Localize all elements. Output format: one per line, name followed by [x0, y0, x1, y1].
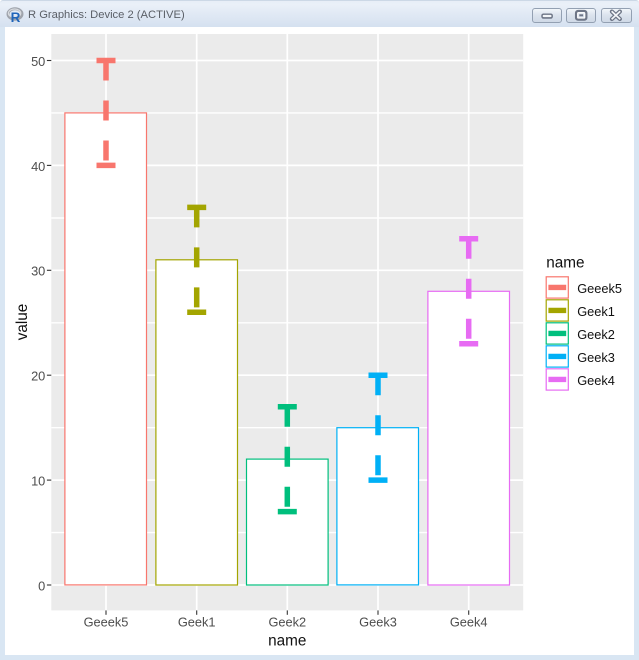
svg-text:name: name [268, 633, 306, 650]
svg-text:Geek2: Geek2 [577, 327, 615, 342]
svg-text:30: 30 [31, 264, 45, 279]
svg-text:Geeek5: Geeek5 [577, 281, 622, 296]
svg-text:value: value [14, 304, 31, 341]
svg-text:Geek4: Geek4 [577, 373, 615, 388]
svg-text:Geeek5: Geeek5 [84, 615, 129, 630]
svg-text:0: 0 [38, 578, 45, 593]
svg-text:40: 40 [31, 159, 45, 174]
svg-text:Geek3: Geek3 [359, 615, 397, 630]
svg-text:Geek2: Geek2 [268, 615, 306, 630]
svg-text:Geek1: Geek1 [577, 304, 615, 319]
svg-text:Geek3: Geek3 [577, 350, 615, 365]
svg-text:name: name [546, 255, 584, 272]
svg-text:50: 50 [31, 54, 45, 69]
svg-text:20: 20 [31, 369, 45, 384]
svg-text:10: 10 [31, 474, 45, 489]
svg-text:Geek4: Geek4 [450, 615, 488, 630]
svg-text:R: R [11, 10, 21, 25]
svg-text:Geek1: Geek1 [178, 615, 216, 630]
